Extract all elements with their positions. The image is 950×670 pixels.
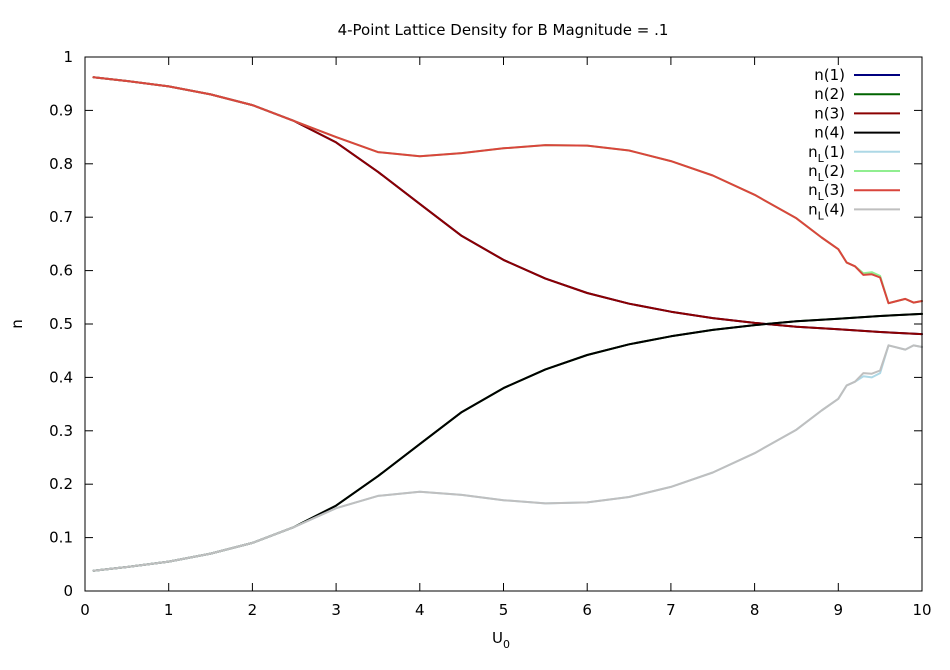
legend-label-suffix: (1) bbox=[824, 66, 845, 84]
y-axis-title: n bbox=[8, 319, 26, 329]
legend-label: nL(2) bbox=[808, 162, 845, 184]
legend-label: n(4) bbox=[814, 124, 845, 142]
y-tick-label: 0.6 bbox=[49, 262, 73, 280]
y-tick-label: 0.1 bbox=[49, 529, 73, 547]
series-line-1 bbox=[92, 76, 923, 336]
x-tick-label: 7 bbox=[666, 601, 676, 619]
y-tick-label: 0.7 bbox=[49, 208, 73, 226]
legend-label-suffix: (3) bbox=[824, 104, 845, 122]
legend-label-suffix: (4) bbox=[824, 124, 845, 142]
legend-item: nL(1) bbox=[808, 143, 900, 165]
series-line-7 bbox=[92, 76, 923, 305]
axis-ticks: 0 1 2 3 4 5 6 7 8 9 10 0 0.1 0.2 0.3 0.4 0.5 0.6 0.7 0.8 0.9… bbox=[49, 48, 931, 619]
legend-label-base: n bbox=[814, 85, 824, 103]
legend-label: n(2) bbox=[814, 85, 845, 103]
legend-label: n(3) bbox=[814, 104, 845, 122]
legend-item: nL(4) bbox=[808, 200, 900, 222]
chart-title: 4-Point Lattice Density for B Magnitude … bbox=[338, 21, 669, 39]
legend-label-base: n bbox=[808, 143, 818, 161]
series-line-6 bbox=[92, 76, 923, 305]
legend-label-suffix: (4) bbox=[824, 200, 845, 218]
legend-label-subscript: L bbox=[818, 209, 825, 222]
x-axis-title-base: U bbox=[492, 629, 503, 647]
legend-label-base: n bbox=[808, 162, 818, 180]
legend-label: n(1) bbox=[814, 66, 845, 84]
legend-label-subscript: L bbox=[818, 171, 825, 184]
x-tick-label: 8 bbox=[750, 601, 760, 619]
legend-item: nL(3) bbox=[808, 181, 900, 203]
plot-frame bbox=[84, 56, 923, 592]
x-tick-label: 5 bbox=[499, 601, 509, 619]
legend-label-base: n bbox=[814, 104, 824, 122]
legend-item: n(3) bbox=[814, 104, 900, 122]
x-tick-label: 2 bbox=[248, 601, 258, 619]
y-tick-label: 0.9 bbox=[49, 101, 73, 119]
y-axis-title-group: n bbox=[8, 319, 26, 329]
legend-label-suffix: (1) bbox=[824, 143, 845, 161]
y-tick-label: 0.5 bbox=[49, 315, 73, 333]
x-tick-label: 9 bbox=[834, 601, 844, 619]
y-tick-label: 1 bbox=[63, 48, 73, 66]
legend-label-base: n bbox=[808, 200, 818, 218]
legend-label-base: n bbox=[814, 66, 824, 84]
y-tick-label: 0.4 bbox=[49, 368, 73, 386]
y-tick-label: 0.3 bbox=[49, 422, 73, 440]
x-tick-label: 0 bbox=[80, 601, 90, 619]
legend-item: nL(2) bbox=[808, 162, 900, 184]
legend-label: nL(1) bbox=[808, 143, 845, 165]
series-line-8 bbox=[92, 344, 923, 572]
legend-label-suffix: (2) bbox=[824, 85, 845, 103]
legend-item: n(2) bbox=[814, 85, 900, 103]
legend-item: n(1) bbox=[814, 66, 900, 84]
legend-label-suffix: (2) bbox=[824, 162, 845, 180]
y-tick-label: 0.8 bbox=[49, 155, 73, 173]
legend-label-base: n bbox=[814, 124, 824, 142]
series-line-4 bbox=[92, 312, 923, 572]
series-line-3 bbox=[92, 76, 923, 336]
series-line-2 bbox=[92, 312, 923, 572]
legend-item: n(4) bbox=[814, 124, 900, 142]
y-tick-label: 0 bbox=[63, 582, 73, 600]
legend-label: nL(4) bbox=[808, 200, 845, 222]
x-tick-label: 4 bbox=[415, 601, 425, 619]
series-line-5 bbox=[92, 344, 923, 572]
x-axis-title: U0 bbox=[492, 629, 510, 651]
y-tick-label: 0.2 bbox=[49, 475, 73, 493]
series-lines bbox=[92, 76, 923, 572]
x-tick-label: 10 bbox=[912, 601, 931, 619]
legend-label-suffix: (3) bbox=[824, 181, 845, 199]
legend: n(1)n(2)n(3)n(4)nL(1)nL(2)nL(3)nL(4) bbox=[808, 66, 900, 222]
legend-label-base: n bbox=[808, 181, 818, 199]
legend-label-subscript: L bbox=[818, 190, 825, 203]
x-tick-label: 6 bbox=[582, 601, 592, 619]
x-axis-title-subscript: 0 bbox=[503, 638, 510, 651]
legend-label-subscript: L bbox=[818, 152, 825, 165]
x-tick-label: 1 bbox=[164, 601, 174, 619]
x-axis-title-group: U0 bbox=[492, 629, 510, 651]
x-tick-label: 3 bbox=[331, 601, 341, 619]
legend-label: nL(3) bbox=[808, 181, 845, 203]
